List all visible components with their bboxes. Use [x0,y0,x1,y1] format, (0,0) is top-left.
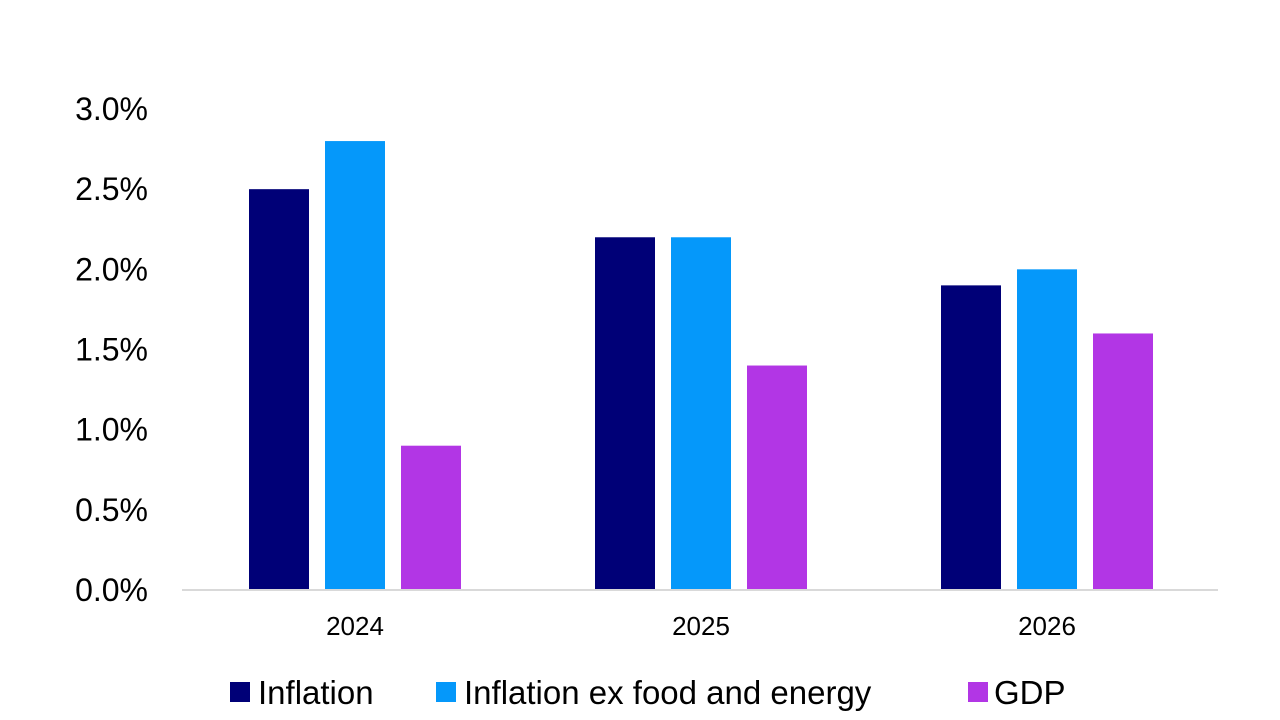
x-category-label: 2024 [326,611,384,641]
bar-inflation-ex-food-and-energy-2025 [671,237,731,590]
x-axis-category-labels: 2024 2025 2026 [326,611,1076,641]
bar-inflation-ex-food-and-energy-2024 [325,141,385,591]
y-axis-tick-labels: 0.0% 0.5% 1.0% 1.5% 2.0% 2.5% 3.0% [75,91,148,608]
legend-swatch [230,682,250,702]
bar-inflation-2024 [249,189,309,590]
bar-gdp-2024 [401,445,461,590]
legend-label: Inflation ex food and energy [464,674,872,711]
y-tick-label: 0.5% [75,492,148,528]
legend: Inflation Inflation ex food and energy GDP [230,674,1066,711]
y-tick-label: 1.5% [75,332,148,368]
x-category-label: 2026 [1018,611,1076,641]
legend-swatch [436,682,456,702]
x-category-label: 2025 [672,611,730,641]
y-tick-label: 2.5% [75,171,148,207]
bar-gdp-2025 [747,365,807,590]
y-tick-label: 1.0% [75,412,148,448]
legend-label: Inflation [258,674,374,711]
legend-swatch [968,682,988,702]
y-tick-label: 0.0% [75,572,148,608]
bars [249,141,1153,591]
legend-label: GDP [994,674,1066,711]
y-tick-label: 3.0% [75,91,148,127]
y-tick-label: 2.0% [75,251,148,287]
bar-gdp-2026 [1093,333,1153,590]
bar-inflation-ex-food-and-energy-2026 [1017,269,1077,590]
bar-inflation-2026 [941,285,1001,590]
bar-inflation-2025 [595,237,655,590]
